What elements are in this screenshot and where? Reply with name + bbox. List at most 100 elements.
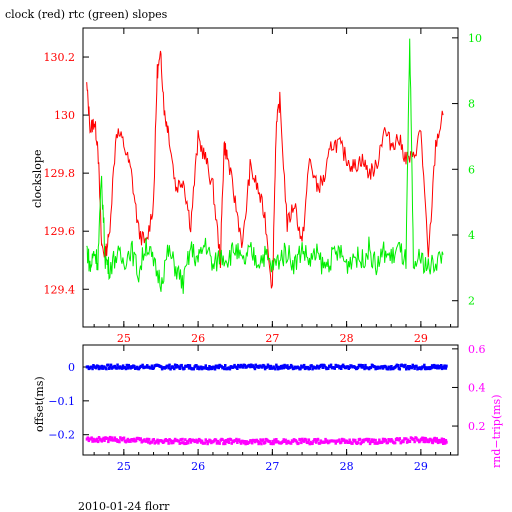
data-point xyxy=(405,437,408,441)
data-point xyxy=(126,366,130,370)
data-point xyxy=(312,439,315,443)
data-point xyxy=(185,442,188,445)
data-point xyxy=(323,364,326,368)
data-point xyxy=(167,441,170,445)
data-point xyxy=(441,439,444,443)
data-point xyxy=(421,437,425,441)
data-point xyxy=(133,364,136,368)
data-point xyxy=(389,367,392,371)
data-point xyxy=(101,366,104,370)
data-point xyxy=(241,439,245,443)
data-point xyxy=(366,437,369,441)
data-point xyxy=(216,364,220,368)
x-tick-label: 29 xyxy=(414,460,428,473)
top-plot-frame xyxy=(82,27,459,328)
data-point xyxy=(108,435,112,439)
data-point xyxy=(361,364,364,367)
data-point xyxy=(169,439,172,443)
data-point xyxy=(263,441,267,444)
data-point xyxy=(177,439,181,443)
data-point xyxy=(221,438,224,442)
data-point xyxy=(146,437,149,441)
data-point xyxy=(222,442,225,446)
data-point xyxy=(445,364,448,368)
data-point xyxy=(199,365,203,369)
data-point xyxy=(96,364,100,368)
series-points-rnd-trip xyxy=(85,435,448,446)
data-point xyxy=(91,439,94,443)
data-point xyxy=(439,365,442,369)
y2-tick-label: 8 xyxy=(468,98,475,111)
data-point xyxy=(204,364,207,368)
data-point xyxy=(100,439,104,443)
data-point xyxy=(178,367,181,370)
data-point xyxy=(423,436,426,440)
data-point xyxy=(432,439,435,443)
data-point xyxy=(269,364,272,368)
data-point xyxy=(152,438,155,441)
data-point xyxy=(223,439,226,443)
data-point xyxy=(281,440,285,444)
top-chart-title: clock (red) rtc (green) slopes xyxy=(5,8,168,21)
data-point xyxy=(147,440,150,444)
data-point xyxy=(213,367,217,371)
data-point xyxy=(304,438,308,442)
data-point xyxy=(149,366,153,370)
data-point xyxy=(203,366,207,370)
footer-label: 2010-01-24 florr xyxy=(78,500,170,512)
y-tick-label: 129.8 xyxy=(44,167,76,180)
data-point xyxy=(95,366,98,370)
data-point xyxy=(127,363,130,367)
data-point xyxy=(377,441,380,445)
data-point xyxy=(152,366,155,370)
data-point xyxy=(145,439,148,443)
data-point xyxy=(183,442,186,446)
data-point xyxy=(434,366,437,370)
data-point xyxy=(181,437,184,441)
data-point xyxy=(173,363,177,367)
data-point xyxy=(282,366,285,370)
data-point xyxy=(188,438,192,441)
data-point xyxy=(289,441,293,445)
data-point xyxy=(180,441,183,445)
data-point xyxy=(311,367,314,371)
data-point xyxy=(157,441,160,445)
data-point xyxy=(179,438,182,442)
data-point xyxy=(268,440,272,444)
data-point xyxy=(129,439,132,443)
data-point xyxy=(443,441,447,445)
data-point xyxy=(360,365,363,369)
data-point xyxy=(262,438,265,442)
data-point xyxy=(273,438,276,442)
data-point xyxy=(359,363,362,367)
data-point xyxy=(271,439,274,443)
data-point xyxy=(160,365,163,369)
data-point xyxy=(215,441,219,445)
data-point xyxy=(393,441,397,445)
data-point xyxy=(437,440,440,444)
data-point xyxy=(360,440,363,444)
y2-tick-label: 0.2 xyxy=(468,420,486,433)
data-point xyxy=(122,436,126,440)
data-point xyxy=(186,441,190,445)
x-tick-label: 25 xyxy=(117,332,131,345)
data-point xyxy=(339,365,342,369)
data-point xyxy=(187,366,191,370)
data-point xyxy=(297,441,300,445)
data-point xyxy=(318,441,322,445)
data-point xyxy=(321,366,324,369)
y-tick-label: 129.4 xyxy=(44,283,76,296)
data-point xyxy=(435,437,438,441)
y-tick-label: 130 xyxy=(54,109,75,122)
data-point xyxy=(230,441,233,445)
data-point xyxy=(238,365,242,369)
data-point xyxy=(90,365,93,369)
data-point xyxy=(340,440,343,444)
data-point xyxy=(96,440,100,444)
data-point xyxy=(186,364,190,367)
x-tick-label: 26 xyxy=(191,460,205,473)
x-tick-label: 28 xyxy=(340,460,354,473)
data-point xyxy=(367,439,370,443)
data-point xyxy=(364,363,367,367)
data-point xyxy=(278,366,282,370)
